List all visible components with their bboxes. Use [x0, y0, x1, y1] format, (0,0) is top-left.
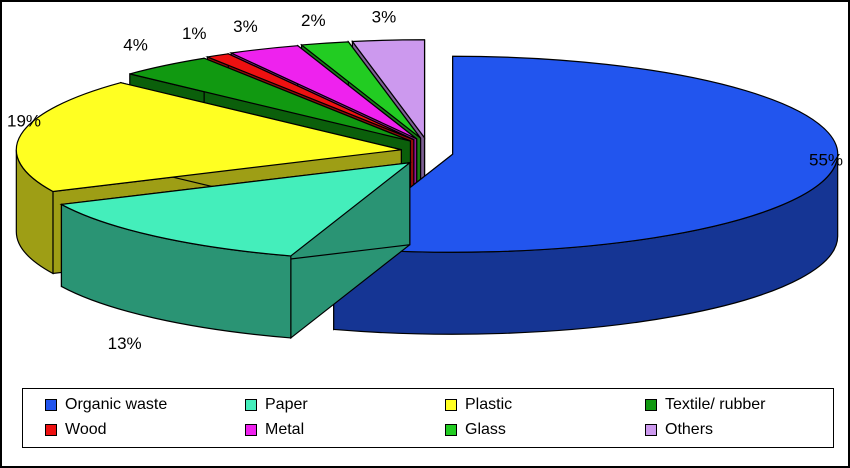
legend-swatch — [45, 399, 57, 411]
legend-item-organic-waste: Organic waste — [45, 396, 167, 414]
legend-item-textile-rubber: Textile/ rubber — [645, 396, 766, 414]
slice-top-paper — [59, 161, 412, 257]
label-plastic: 19% — [7, 112, 41, 131]
legend-swatch — [45, 424, 57, 436]
label-organic-waste: 55% — [809, 150, 843, 169]
legend-swatch — [645, 399, 657, 411]
legend-item-others: Others — [645, 421, 713, 439]
label-metal: 3% — [233, 17, 258, 36]
legend-label: Textile/ rubber — [665, 396, 766, 413]
slice-top-wood — [205, 53, 415, 141]
label-textile-rubber: 4% — [123, 35, 148, 54]
legend-label: Organic waste — [65, 396, 168, 413]
legend-item-glass: Glass — [445, 421, 506, 439]
slice-top-metal — [229, 45, 418, 140]
legend-swatch — [445, 424, 457, 436]
legend-label: Glass — [465, 421, 506, 438]
legend-label: Metal — [265, 421, 305, 438]
label-glass: 2% — [301, 11, 326, 30]
label-paper: 13% — [108, 334, 142, 353]
pie-sides — [15, 39, 839, 340]
slice-paper — [59, 161, 412, 340]
legend-label: Paper — [265, 396, 308, 413]
slice-top-plastic — [15, 82, 402, 193]
legend-swatch — [245, 424, 257, 436]
slice-top-textile-rubber — [129, 57, 411, 142]
legend-item-plastic: Plastic — [445, 396, 512, 414]
slice-top-organic-waste — [332, 55, 839, 253]
legend-label: Others — [665, 421, 714, 438]
pie-labels: 55% 13% 19% 4% 1% 3% 2% 3% — [7, 7, 843, 353]
legend: Organic waste Paper Plastic Textile/ rubber… — [22, 388, 834, 448]
legend-item-paper: Paper — [245, 396, 308, 414]
legend-item-metal: Metal — [245, 421, 304, 439]
label-others: 3% — [372, 7, 397, 26]
pie-chart: 55% 13% 19% 4% 1% 3% 2% 3% — [7, 7, 843, 353]
legend-label: Wood — [65, 421, 107, 438]
legend-item-wood: Wood — [45, 421, 107, 439]
legend-label: Plastic — [465, 396, 513, 413]
label-wood: 1% — [182, 24, 207, 43]
legend-swatch — [245, 399, 257, 411]
legend-swatch — [445, 399, 457, 411]
legend-swatch — [645, 424, 657, 436]
slice-top-others — [351, 39, 426, 140]
slice-top-glass — [299, 41, 422, 139]
